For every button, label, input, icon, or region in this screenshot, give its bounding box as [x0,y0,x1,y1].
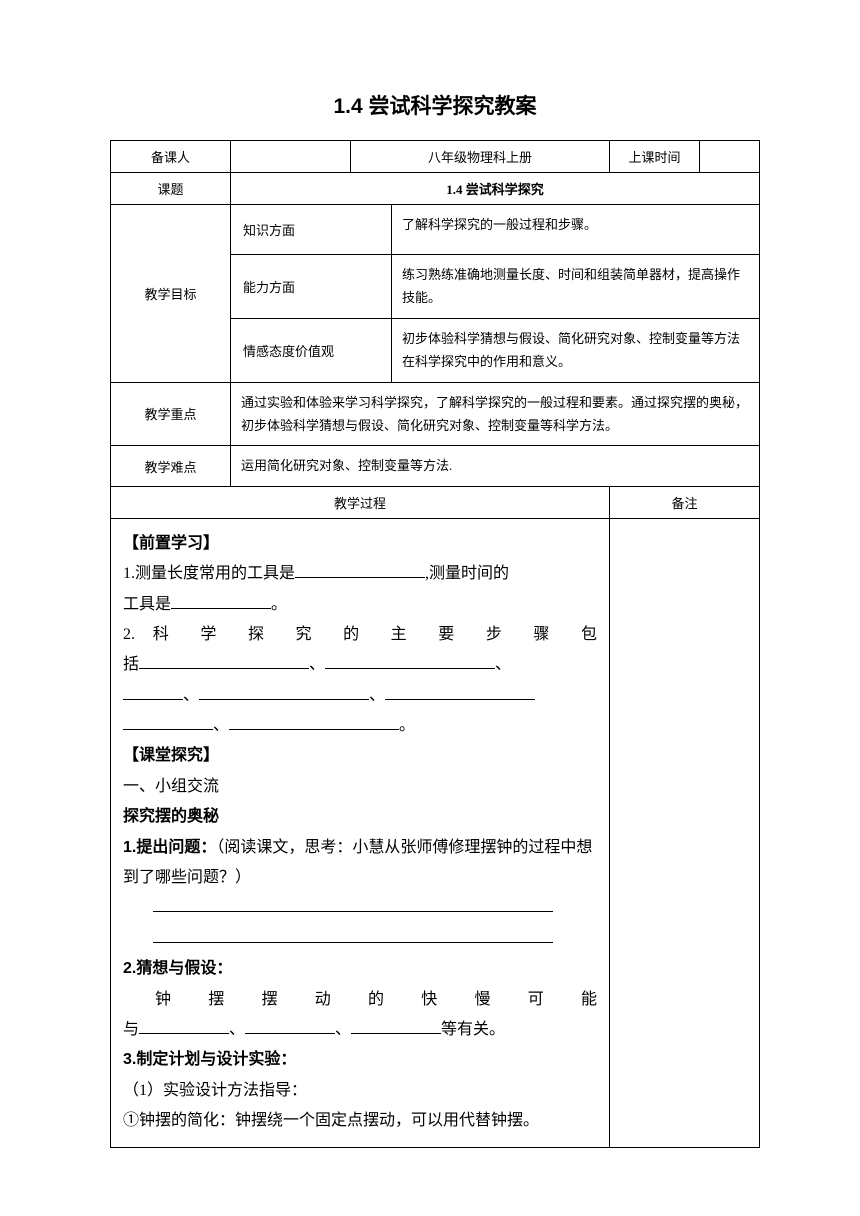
class-time-label: 上课时间 [610,141,700,173]
pre-study-item2-line1: 2. 科 学 探 究 的 主 要 步 骤 包 [123,620,597,650]
objectives-label: 教学目标 [111,205,231,383]
preparer-value [231,141,351,173]
main-content-cell: 【前置学习】 1.测量长度常用的工具是,测量时间的 工具是。 2. 科 学 探 … [111,518,610,1147]
question2-label: 2.猜想与假设： [123,954,597,984]
question2-line2: 与、、等有关。 [123,1015,597,1045]
group-discussion: 一、小组交流 [123,772,597,802]
question3-item1: ①钟摆的简化：钟摆绕一个固定点摆动，可以用代替钟摆。 [123,1106,597,1136]
topic-label: 课题 [111,173,231,205]
key-point-row: 教学重点 通过实验和体验来学习科学探究，了解科学探究的一般过程和要素。通过探究摆… [111,382,760,446]
pre-study-item2-line2: 括、、 [123,650,597,680]
process-label: 教学过程 [111,486,610,518]
knowledge-content: 了解科学探究的一般过程和步骤。 [392,205,760,255]
grade-subject: 八年级物理科上册 [351,141,610,173]
question2-line1: 钟 摆 摆 动 的 快 慢 可 能 [123,985,597,1015]
ability-content: 练习熟练准确地测量长度、时间和组装简单器材，提高操作技能。 [392,255,760,319]
page-title: 1.4 尝试科学探究教案 [110,90,760,120]
answer-line1 [123,893,597,923]
topic-value: 1.4 尝试科学探究 [231,173,760,205]
knowledge-label: 知识方面 [231,205,392,255]
difficulty-label: 教学难点 [111,446,231,486]
key-point-content: 通过实验和体验来学习科学探究，了解科学探究的一般过程和要素。通过探究摆的奥秘，初… [231,382,760,446]
knowledge-row: 教学目标 知识方面 了解科学探究的一般过程和步骤。 [111,205,760,255]
question1: 1.提出问题：（阅读课文，思考：小慧从张师傅修理摆钟的过程中想到了哪些问题？） [123,833,597,894]
key-point-label: 教学重点 [111,382,231,446]
header-row: 备课人 八年级物理科上册 上课时间 [111,141,760,173]
ability-label: 能力方面 [231,255,392,319]
pre-study-item2-line4: 、。 [123,711,597,741]
process-header-row: 教学过程 备注 [111,486,760,518]
topic-row: 课题 1.4 尝试科学探究 [111,173,760,205]
question3-label: 3.制定计划与设计实验： [123,1045,597,1075]
attitude-label: 情感态度价值观 [231,318,392,382]
attitude-content: 初步体验科学猜想与假设、简化研究对象、控制变量等方法在科学探究中的作用和意义。 [392,318,760,382]
preparer-label: 备课人 [111,141,231,173]
class-time-value [700,141,760,173]
pre-study-item1: 1.测量长度常用的工具是,测量时间的 [123,559,597,589]
difficulty-row: 教学难点 运用简化研究对象、控制变量等方法. [111,446,760,486]
class-inquiry-heading: 【课堂探究】 [123,741,597,771]
pendulum-inquiry: 探究摆的奥秘 [123,802,597,832]
pre-study-item2-line3: 、、 [123,681,597,711]
notes-label: 备注 [610,486,760,518]
notes-cell [610,518,760,1147]
content-row: 【前置学习】 1.测量长度常用的工具是,测量时间的 工具是。 2. 科 学 探 … [111,518,760,1147]
question3-sub1: （1）实验设计方法指导： [123,1076,597,1106]
answer-line2 [123,924,597,954]
lesson-plan-table: 备课人 八年级物理科上册 上课时间 课题 1.4 尝试科学探究 教学目标 知识方… [110,140,760,1148]
pre-study-item1-cont: 工具是。 [123,590,597,620]
pre-study-heading: 【前置学习】 [123,529,597,559]
difficulty-content: 运用简化研究对象、控制变量等方法. [231,446,760,486]
